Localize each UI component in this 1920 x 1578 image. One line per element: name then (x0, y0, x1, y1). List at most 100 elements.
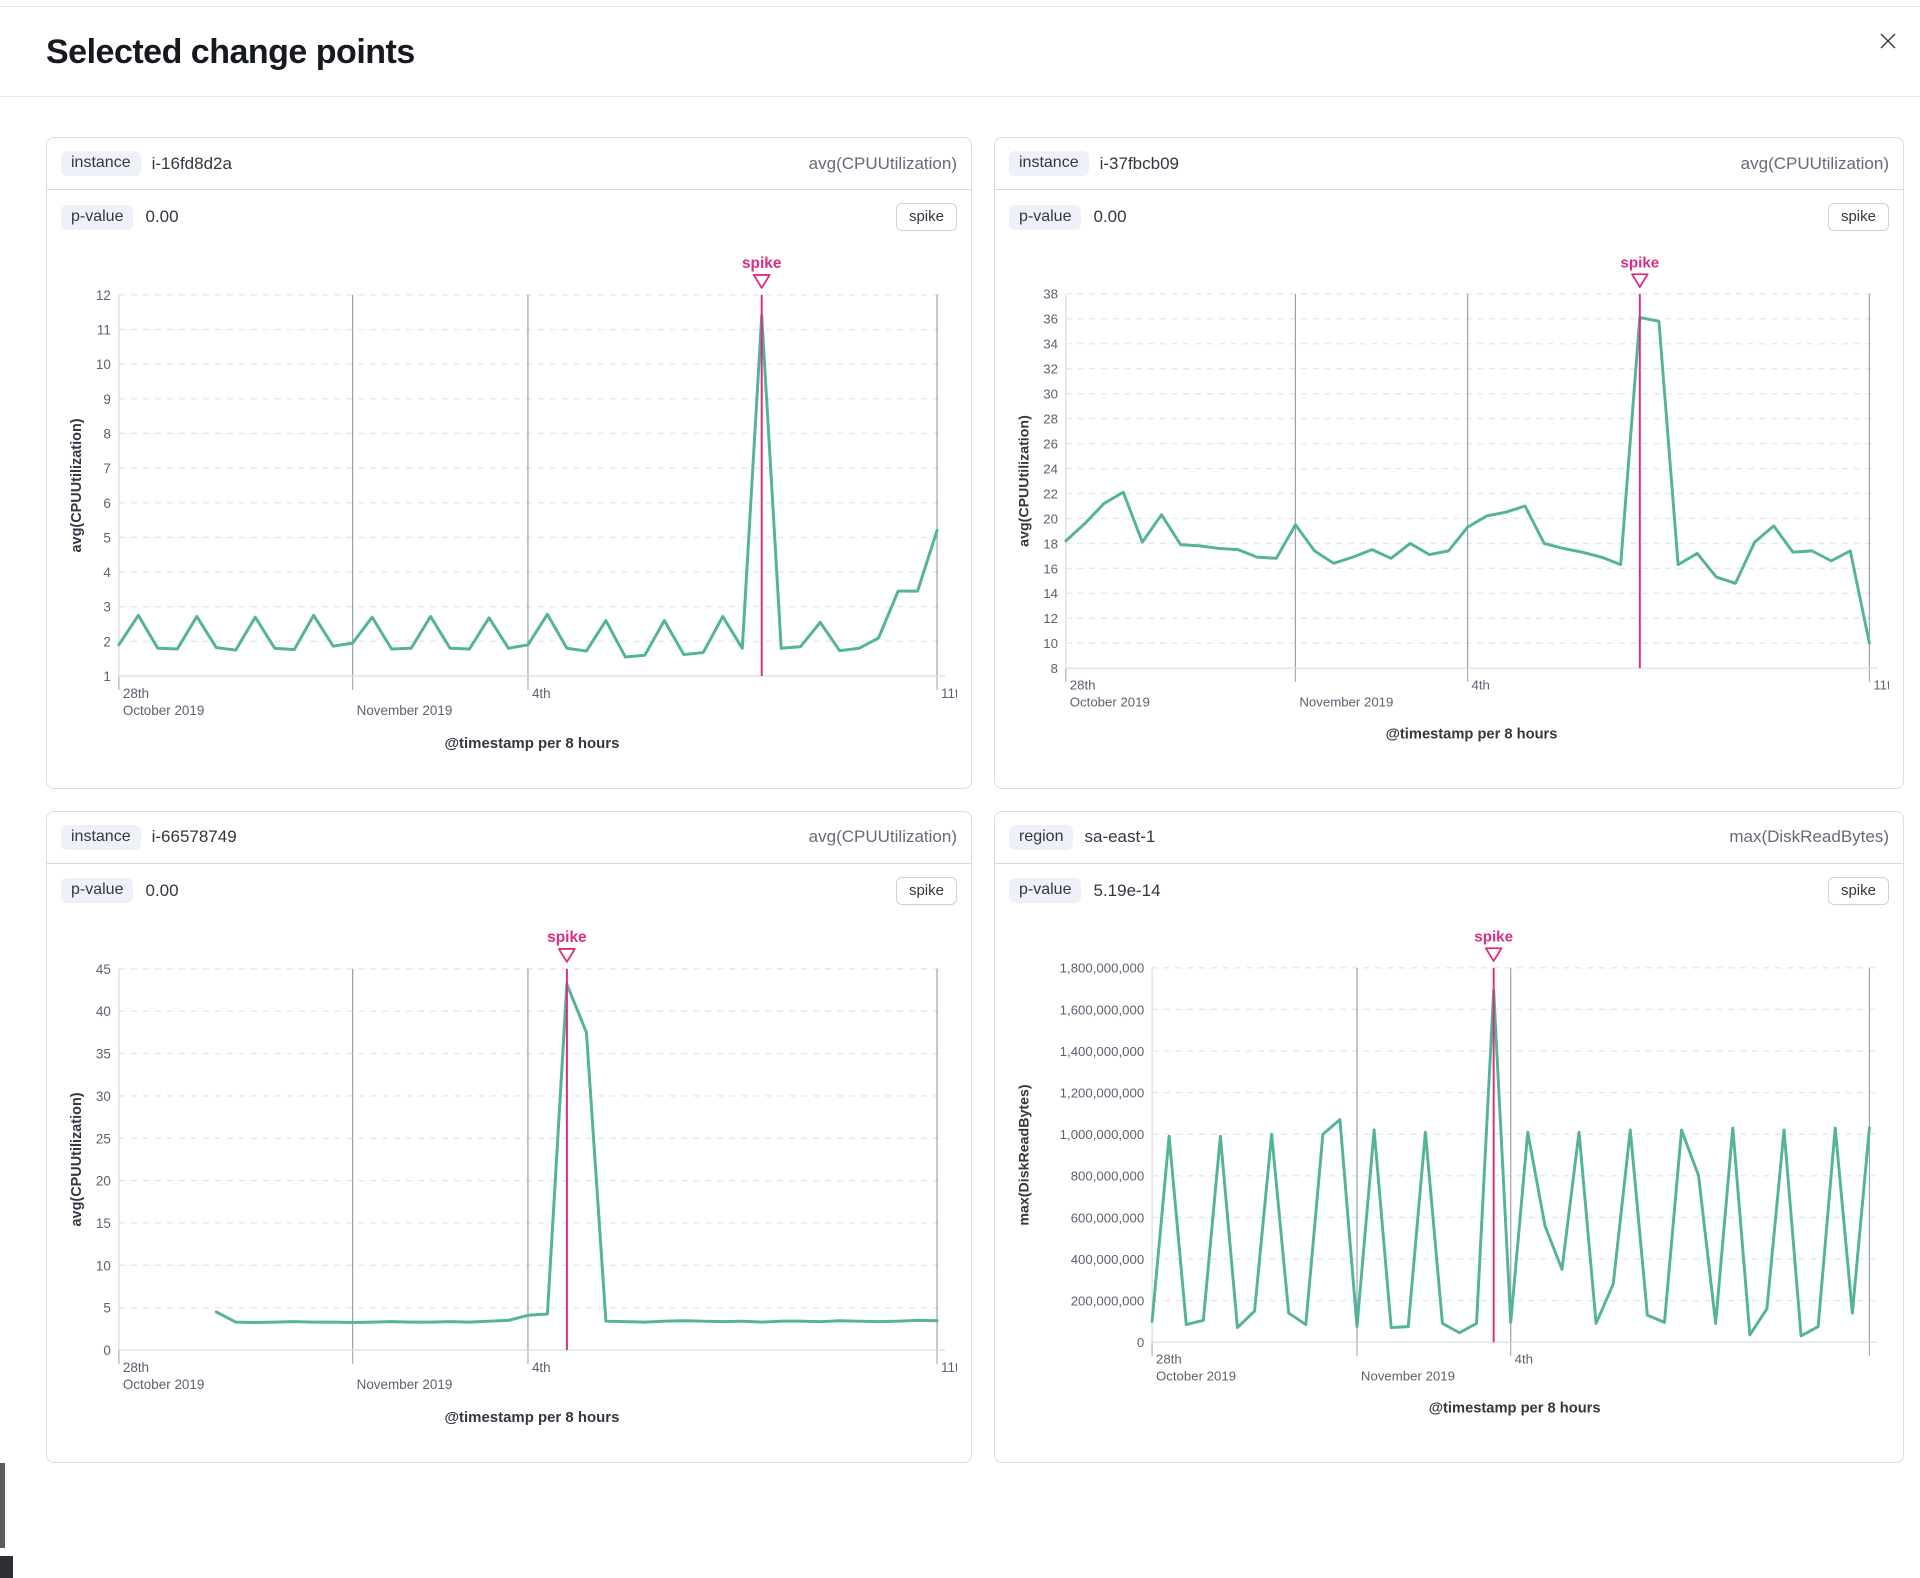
x-tick-label: 28th (123, 686, 149, 701)
y-tick-label: 10 (1043, 636, 1058, 651)
y-tick-label: 28 (1043, 412, 1058, 427)
y-tick-label: 15 (96, 1216, 111, 1231)
series-line (117, 314, 939, 659)
y-tick-label: 36 (1043, 312, 1058, 327)
card-subheader: p-value 0.00 spike (47, 190, 971, 233)
field-value: sa-east-1 (1084, 827, 1156, 847)
flyout-top-border (0, 6, 1920, 7)
y-tick-label: 24 (1043, 461, 1058, 476)
change-points-flyout: Selected change points instance i-16fd8d… (0, 7, 1920, 1463)
x-tick-label: November 2019 (1299, 694, 1393, 709)
spike-marker-icon (752, 274, 771, 289)
pvalue-value: 0.00 (145, 880, 179, 900)
pvalue-badge: p-value (61, 878, 134, 904)
metric-label: avg(CPUUtilization) (1740, 153, 1889, 173)
series-line (214, 982, 939, 1324)
pvalue-badge: p-value (1009, 204, 1082, 230)
field-name-badge: instance (61, 151, 141, 176)
line-chart-cpu-i37fbcb09: 8 10 12 14 16 18 20 22 24 26 28 30 32 34 36 38 28thOctob… (1017, 254, 1889, 743)
card-header: instance i-16fd8d2a avg(CPUUtilization) (47, 138, 971, 190)
line-chart-diskreadbytes-saeast1: 0 200,000,000 400,000,000 600,000,000 800,00… (1017, 928, 1878, 1417)
background-page-fragment (0, 1556, 13, 1578)
y-tick-label: 1 (103, 669, 110, 684)
y-tick-label: 3 (103, 600, 110, 615)
pvalue-badge: p-value (1009, 878, 1082, 904)
x-tick-label: 4th (1472, 678, 1490, 693)
y-axis-title: avg(CPUUtilization) (1017, 415, 1033, 547)
y-tick-label: 18 (1043, 536, 1058, 551)
change-type-badge[interactable]: spike (1827, 203, 1889, 231)
field-value: i-66578749 (151, 827, 237, 847)
y-tick-label: 1,600,000,000 (1060, 1002, 1145, 1017)
field-name-badge: instance (1009, 151, 1089, 176)
y-tick-label: 38 (1043, 287, 1058, 302)
pvalue-value: 0.00 (1093, 207, 1127, 226)
field-name-badge: region (1009, 824, 1074, 850)
field-value: i-37fbcb09 (1099, 153, 1179, 173)
series-line (1150, 988, 1871, 1338)
x-tick-label: 4th (532, 686, 551, 701)
line-chart-cpu-i66578749: 0 5 10 15 20 25 30 35 40 45 28th October 2019 Novemb… (69, 929, 957, 1426)
change-point-card-3: instance i-66578749 avg(CPUUtilization) … (46, 810, 972, 1463)
card-header: instance i-66578749 avg(CPUUtilization) (47, 812, 971, 864)
flyout-header: Selected change points (0, 7, 1920, 97)
change-type-badge[interactable]: spike (895, 203, 957, 231)
y-tick-label: 800,000,000 (1071, 1169, 1145, 1184)
y-tick-label: 0 (1137, 1335, 1144, 1350)
card-subheader: p-value 5.19e-14 spike (995, 864, 1903, 907)
x-tick-label: October 2019 (1156, 1368, 1236, 1383)
y-tick-label: 1,400,000,000 (1060, 1044, 1145, 1059)
y-tick-label: 5 (103, 1300, 110, 1315)
y-tick-label: 7 (103, 461, 110, 476)
change-type-badge[interactable]: spike (1827, 876, 1889, 905)
x-tick-label: 4th (532, 1360, 551, 1375)
metric-label: avg(CPUUtilization) (808, 827, 957, 847)
spike-marker-icon (558, 947, 576, 963)
spike-marker-icon (1631, 273, 1649, 288)
y-axis-title: avg(CPUUtilization) (69, 1092, 85, 1226)
y-tick-label: 20 (1043, 511, 1058, 526)
close-button[interactable] (1870, 23, 1906, 59)
y-tick-label: 11 (97, 323, 111, 338)
close-icon (1880, 33, 1896, 49)
y-tick-label: 22 (1043, 486, 1058, 501)
spike-marker-icon (1484, 947, 1503, 962)
y-tick-label: 34 (1043, 337, 1058, 352)
y-tick-label: 2 (103, 634, 110, 649)
y-tick-label: 9 (103, 392, 110, 407)
y-tick-label: 32 (1043, 362, 1058, 377)
x-tick-label: October 2019 (123, 703, 205, 718)
y-tick-label: 1,200,000,000 (1060, 1085, 1145, 1100)
y-tick-label: 5 (103, 530, 110, 545)
x-axis-title: @timestamp per 8 hours (1386, 727, 1558, 743)
y-axis-title: avg(CPUUtilization) (69, 418, 85, 552)
y-tick-label: 600,000,000 (1071, 1210, 1145, 1225)
y-tick-label: 45 (96, 962, 111, 977)
field-name-badge: instance (61, 824, 141, 850)
y-tick-label: 4 (103, 565, 111, 580)
y-tick-label: 400,000,000 (1071, 1252, 1145, 1267)
y-tick-label: 6 (103, 496, 110, 511)
x-tick-label: 11th (941, 686, 957, 701)
pvalue-value: 5.19e-14 (1093, 880, 1161, 900)
y-tick-label: 16 (1043, 561, 1058, 576)
x-tick-label: 28th (1070, 678, 1096, 693)
y-tick-label: 1,000,000,000 (1060, 1127, 1145, 1142)
field-value: i-16fd8d2a (151, 153, 232, 173)
card-header: instance i-37fbcb09 avg(CPUUtilization) (995, 138, 1903, 190)
x-tick-label: 11th (941, 1360, 957, 1375)
x-tick-label: November 2019 (357, 703, 453, 718)
y-tick-label: 8 (103, 426, 110, 441)
change-type-badge[interactable]: spike (895, 876, 957, 905)
y-tick-label: 10 (96, 357, 111, 372)
x-axis-title: @timestamp per 8 hours (1429, 1401, 1601, 1417)
y-tick-label: 25 (96, 1131, 111, 1146)
chart-container: 0 200,000,000 400,000,000 600,000,000 800,00… (995, 907, 1903, 1452)
y-tick-label: 26 (1043, 436, 1058, 451)
spike-annotation-label: spike (742, 255, 782, 272)
x-tick-label: November 2019 (1361, 1368, 1455, 1383)
y-axis-title: max(DiskReadBytes) (1017, 1084, 1033, 1225)
change-point-card-2: instance i-37fbcb09 avg(CPUUtilization) … (994, 137, 1904, 789)
change-point-card-4: region sa-east-1 max(DiskReadBytes) p-va… (994, 810, 1904, 1463)
